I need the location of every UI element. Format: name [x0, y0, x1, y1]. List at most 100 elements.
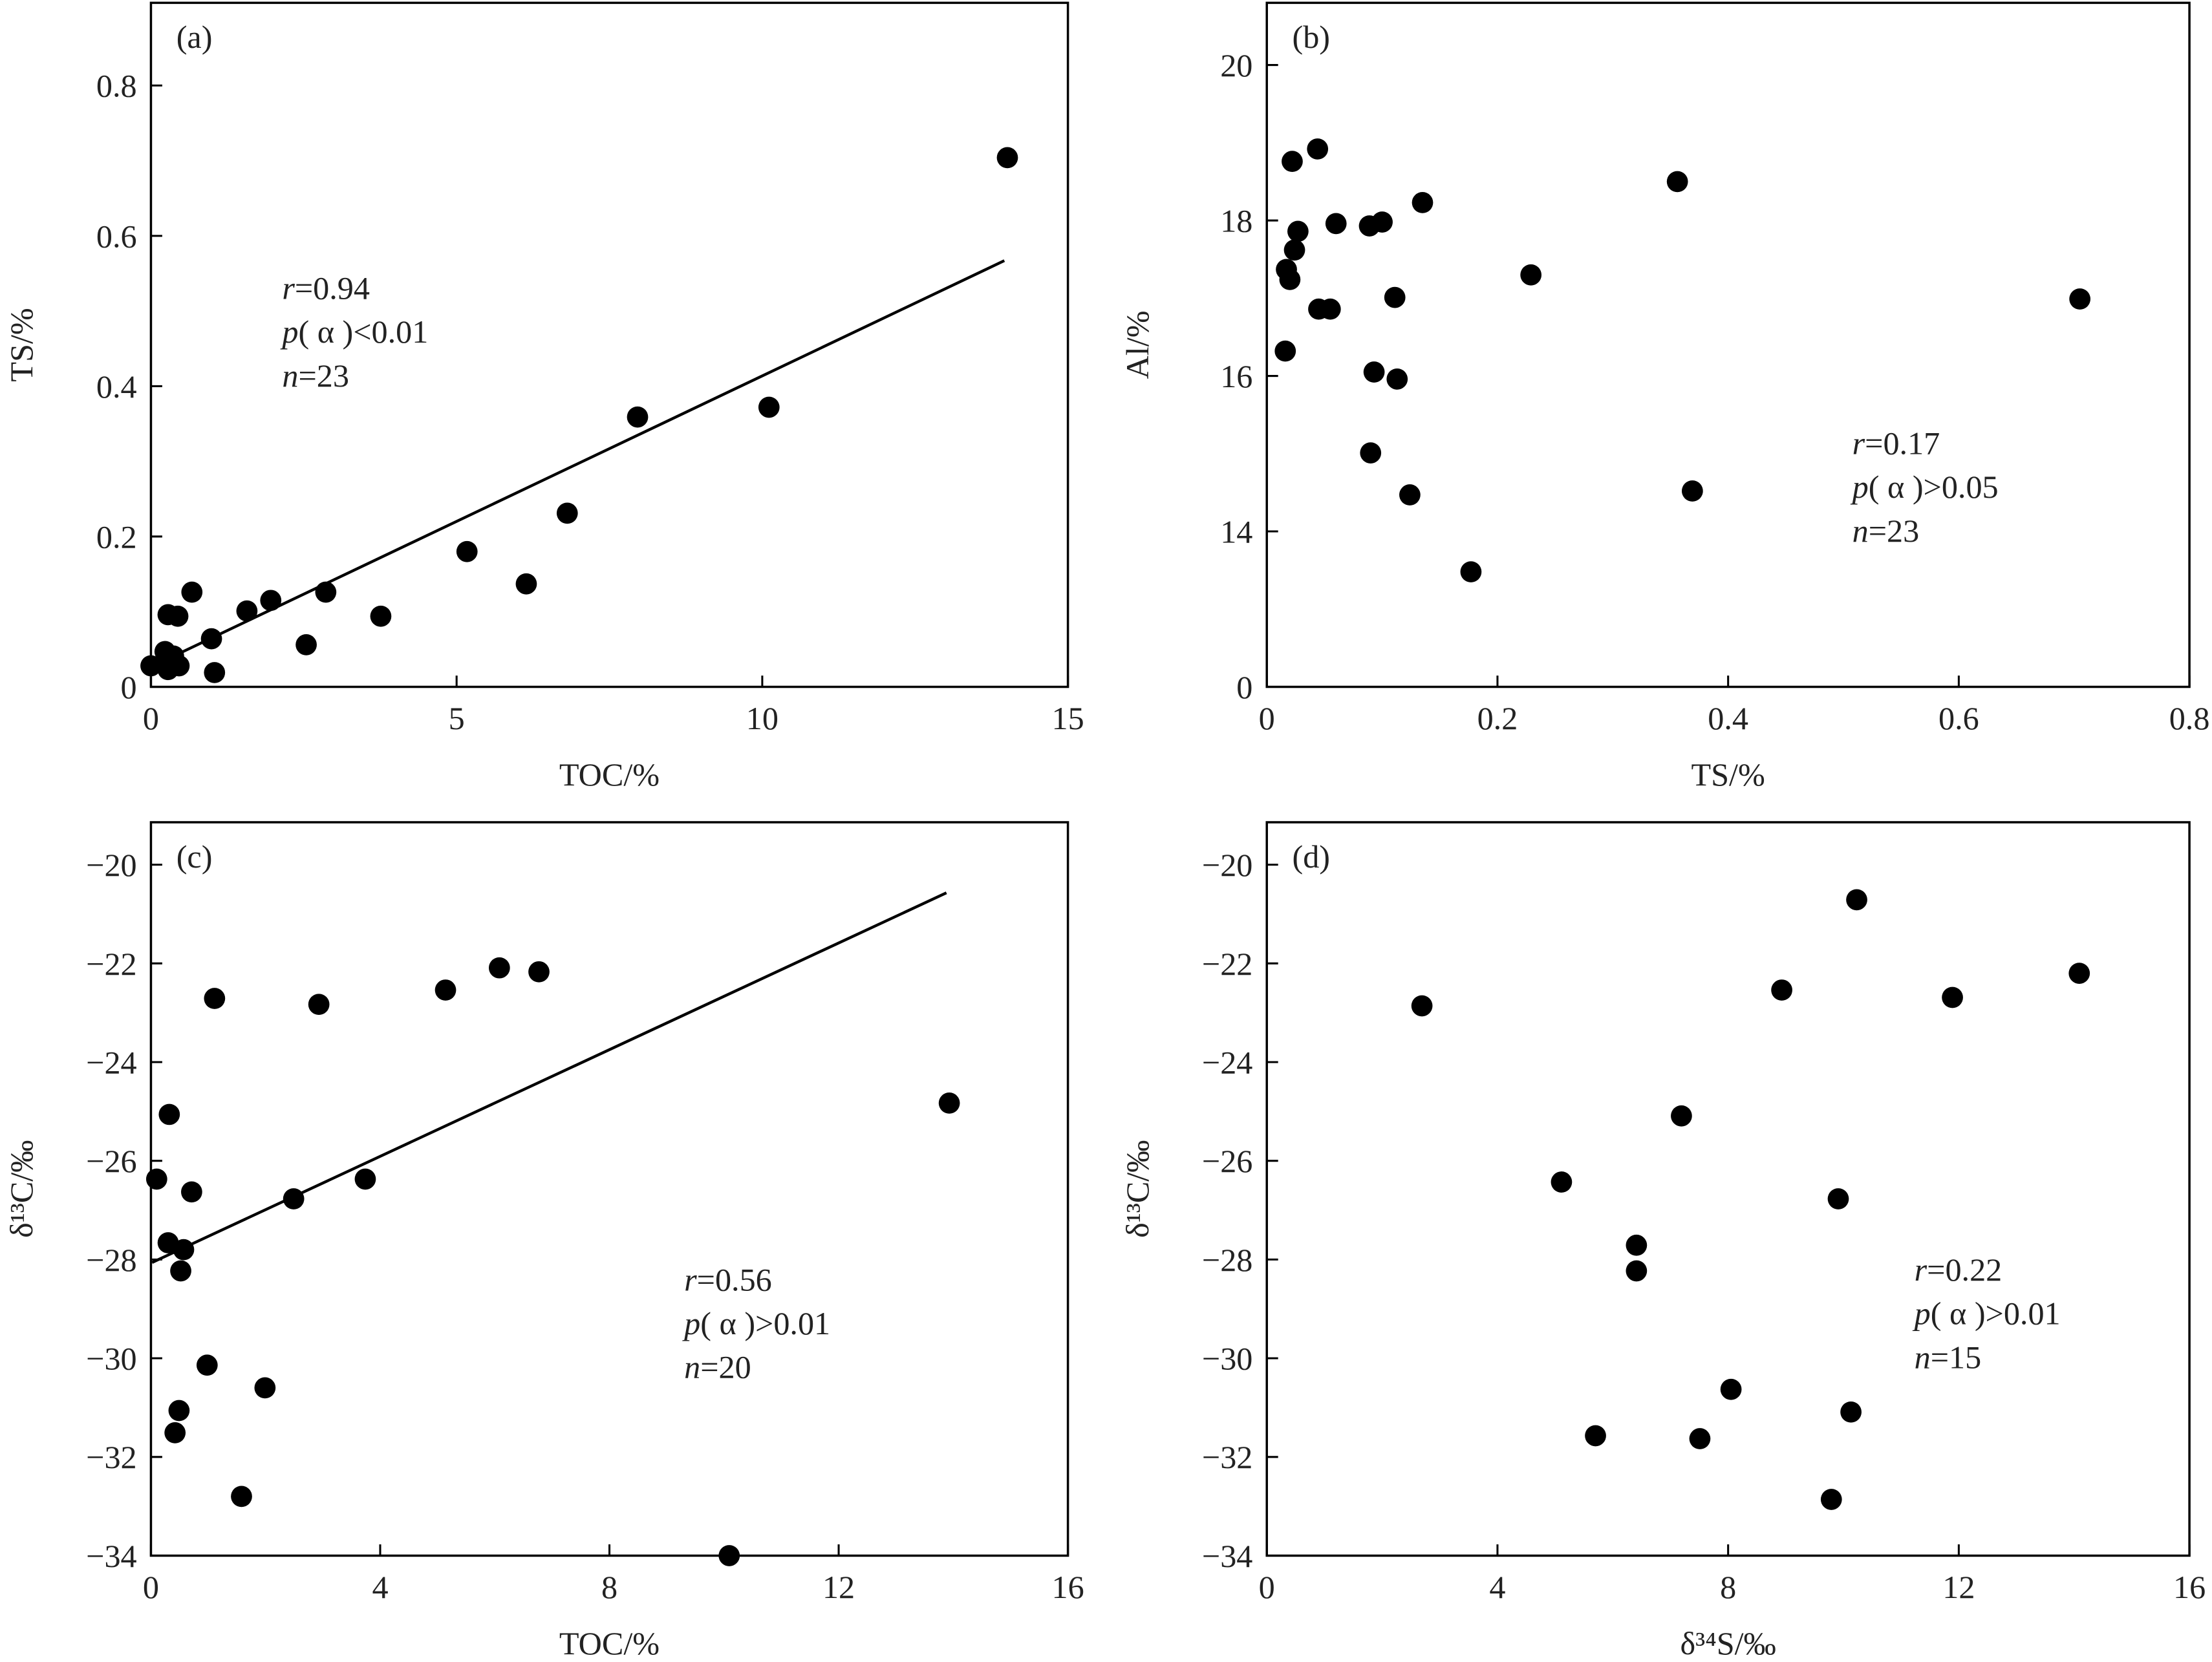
- point: [170, 1260, 191, 1282]
- annotation-text: ( α )>0.01: [700, 1305, 830, 1341]
- y-tick-label: 0.6: [96, 218, 137, 254]
- annotation: r=0.17: [1852, 425, 1940, 462]
- point: [1666, 171, 1688, 193]
- panel-label: (a): [177, 19, 213, 55]
- annotation-text: =0.22: [1927, 1252, 2002, 1288]
- point: [181, 581, 203, 603]
- x-tick-label: 0: [143, 1569, 159, 1605]
- point: [140, 655, 162, 677]
- point: [1411, 995, 1433, 1017]
- trend-line: [158, 259, 1005, 665]
- point: [1360, 442, 1382, 463]
- point: [488, 957, 510, 979]
- point: [1283, 239, 1305, 261]
- annotation: n=23: [1852, 513, 1920, 549]
- y-tick-label: −22: [86, 946, 136, 982]
- annotation: n=23: [282, 357, 349, 394]
- y-tick-label: −30: [1202, 1341, 1252, 1377]
- point: [236, 600, 258, 622]
- y-axis-label: δ¹³C/‰: [1119, 1140, 1155, 1238]
- annotation-variable: r: [282, 270, 295, 306]
- annotation-variable: r: [1852, 425, 1865, 462]
- point: [1307, 138, 1329, 160]
- point: [1942, 986, 1963, 1008]
- y-tick-label: 0.8: [96, 68, 137, 104]
- annotation-text: ( α )>0.05: [1869, 469, 1999, 505]
- x-tick-label: 0: [1259, 1569, 1275, 1605]
- point: [181, 1181, 202, 1203]
- x-tick-label: 4: [1489, 1569, 1505, 1605]
- point: [145, 1168, 167, 1190]
- point: [1689, 1428, 1711, 1449]
- point: [1626, 1234, 1648, 1256]
- point: [1319, 298, 1341, 320]
- point: [1585, 1425, 1606, 1447]
- y-tick-label: −20: [1202, 847, 1252, 883]
- x-tick-label: 4: [372, 1569, 388, 1605]
- point: [260, 590, 282, 612]
- point: [1720, 1378, 1742, 1400]
- panel-label: (c): [177, 838, 213, 875]
- y-tick-label: −20: [86, 847, 136, 883]
- annotation-variable: r: [684, 1261, 697, 1297]
- annotation-text: =20: [700, 1349, 751, 1385]
- point: [168, 1400, 190, 1422]
- panel: 0 0.2 0.4 0.6 0.8 0 14 16 18 20 TS/% Al/% (b) r=0.17 p…: [1119, 1, 2209, 793]
- point: [1771, 979, 1792, 1001]
- trend-line: [151, 891, 947, 1264]
- point: [1460, 561, 1482, 582]
- point: [528, 961, 550, 983]
- y-tick-label: −24: [86, 1044, 136, 1080]
- annotation: p( α )<0.01: [280, 314, 428, 350]
- point: [938, 1092, 960, 1114]
- annotation-text: ( α )>0.01: [1931, 1295, 2061, 1332]
- x-tick-label: 16: [2173, 1569, 2206, 1605]
- panel: 0 5 10 15 0 0.2 0.4 0.6 0.8 TOC/% TS/% (a) r=0.94 p( …: [3, 1, 1084, 793]
- point: [1386, 368, 1408, 390]
- y-tick-label: −30: [86, 1341, 136, 1377]
- y-axis-label: δ¹³C/‰: [3, 1140, 39, 1238]
- y-axis-label: TS/%: [3, 308, 39, 381]
- y-tick-label: 14: [1220, 513, 1252, 549]
- y-tick-label: −32: [1202, 1439, 1252, 1475]
- y-tick-label: 18: [1220, 203, 1252, 239]
- point: [167, 605, 189, 627]
- point: [315, 581, 337, 603]
- annotation: r=0.94: [282, 270, 370, 306]
- panel: 0 4 8 12 16 −34 −32 −30 −28 −26 −24 −22 −20 TOC/% δ¹³C…: [3, 821, 1084, 1661]
- point: [1682, 480, 1703, 502]
- y-tick-label: −34: [1202, 1538, 1252, 1574]
- point: [1279, 269, 1301, 290]
- point: [1827, 1188, 1849, 1209]
- y-tick-label: 0: [121, 669, 137, 705]
- annotation-variable: p: [280, 314, 298, 350]
- x-tick-label: 5: [449, 700, 465, 736]
- annotation-variable: p: [1851, 469, 1869, 505]
- annotation-text: =0.94: [295, 270, 370, 306]
- x-tick-label: 8: [1720, 1569, 1736, 1605]
- point: [196, 1354, 218, 1376]
- annotation: p( α )>0.01: [682, 1305, 830, 1341]
- point: [164, 1422, 186, 1444]
- point: [295, 634, 317, 655]
- y-tick-label: 16: [1220, 358, 1252, 394]
- x-tick-label: 16: [1052, 1569, 1084, 1605]
- y-tick-label: 0: [1236, 669, 1252, 705]
- x-tick-label: 12: [1942, 1569, 1975, 1605]
- y-tick-label: −32: [86, 1439, 136, 1475]
- point: [1551, 1171, 1573, 1193]
- point: [556, 502, 578, 524]
- x-tick-label: 8: [601, 1569, 617, 1605]
- annotation-variable: n: [1915, 1339, 1931, 1375]
- y-tick-label: −24: [1202, 1044, 1252, 1080]
- point: [173, 1239, 195, 1261]
- y-tick-label: 0.4: [96, 368, 137, 405]
- y-tick-label: −26: [1202, 1143, 1252, 1179]
- point: [627, 406, 649, 428]
- point: [1520, 264, 1542, 286]
- point: [2069, 288, 2091, 310]
- point: [204, 988, 226, 1009]
- x-axis-label: TS/%: [1691, 756, 1765, 793]
- x-axis-label: TOC/%: [559, 1625, 660, 1661]
- annotation-variable: p: [1913, 1295, 1931, 1332]
